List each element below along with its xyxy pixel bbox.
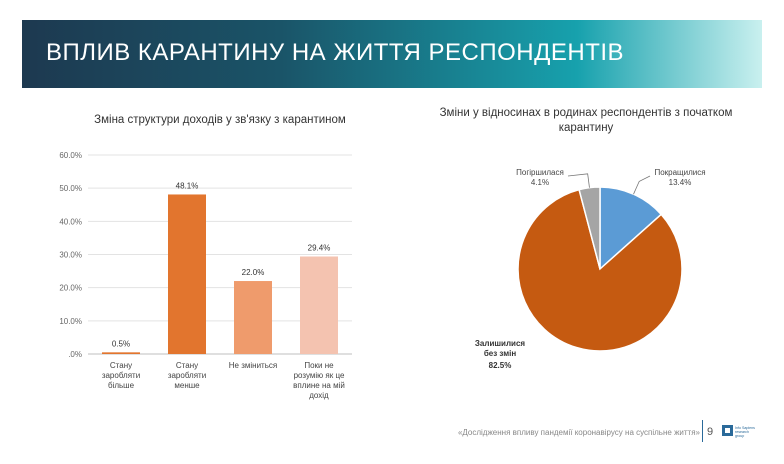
bar: [300, 256, 338, 354]
bar-value-label: 29.4%: [308, 243, 331, 252]
y-tick-label: 50.0%: [59, 184, 82, 193]
pie-value-label: 4.1%: [531, 178, 549, 187]
pie-leader-line: [567, 173, 590, 188]
x-tick-label: Стану: [176, 361, 198, 370]
x-tick-label: заробляти: [102, 371, 140, 380]
x-tick-label: дохід: [309, 391, 329, 400]
bar-chart-title: Зміна структури доходів у зв'язку з кара…: [94, 114, 346, 126]
y-tick-label: 60.0%: [59, 151, 82, 160]
title-banner: ВПЛИВ КАРАНТИНУ НА ЖИТТЯ РЕСПОНДЕНТІВ: [22, 20, 762, 88]
x-tick-label: вплине на мій: [293, 381, 345, 390]
x-tick-label: менше: [174, 381, 200, 390]
bar-value-label: 22.0%: [242, 268, 265, 277]
x-tick-label: заробляти: [168, 371, 206, 380]
pie-value-label: 82.5%: [489, 361, 512, 370]
footer-caption: «Дослідження впливу пандемії коронавірус…: [457, 428, 700, 437]
pie-value-label: 13.4%: [669, 178, 692, 187]
x-tick-label: Поки не: [304, 361, 334, 370]
x-tick-label: Не зміниться: [229, 361, 277, 370]
y-tick-label: 40.0%: [59, 217, 82, 226]
x-tick-label: Стану: [110, 361, 132, 370]
pie-label: без змін: [484, 349, 517, 358]
pie-chart-title: Зміни у відносинах в родинах респонденті…: [439, 107, 733, 134]
bar-value-label: 48.1%: [176, 181, 199, 190]
x-tick-label: розумію як це: [294, 371, 345, 380]
slide-title: ВПЛИВ КАРАНТИНУ НА ЖИТТЯ РЕСПОНДЕНТІВ: [46, 39, 625, 66]
pie-label: Залишилися: [475, 339, 525, 348]
bar: [168, 194, 206, 354]
y-tick-label: 20.0%: [59, 284, 82, 293]
svg-text:group: group: [735, 434, 744, 438]
x-tick-label: більше: [108, 381, 135, 390]
y-tick-label: .0%: [68, 350, 82, 359]
bar: [234, 281, 272, 354]
svg-text:Info Sapiens: Info Sapiens: [735, 426, 755, 430]
page-number: 9: [707, 426, 714, 438]
bar: [102, 352, 140, 354]
pie-label: Покращилися: [654, 168, 705, 177]
y-tick-label: 30.0%: [59, 251, 82, 260]
pie-slice: [517, 188, 683, 352]
company-logo: Info Sapiens research group: [722, 425, 755, 438]
footer-divider: [702, 420, 703, 442]
pie-leader-line: [633, 175, 651, 195]
y-tick-label: 10.0%: [59, 317, 82, 326]
svg-text:research: research: [735, 430, 749, 434]
bar-value-label: 0.5%: [112, 339, 130, 348]
pie-label: Погіршилася: [516, 168, 564, 177]
pie-slice: [578, 186, 601, 270]
